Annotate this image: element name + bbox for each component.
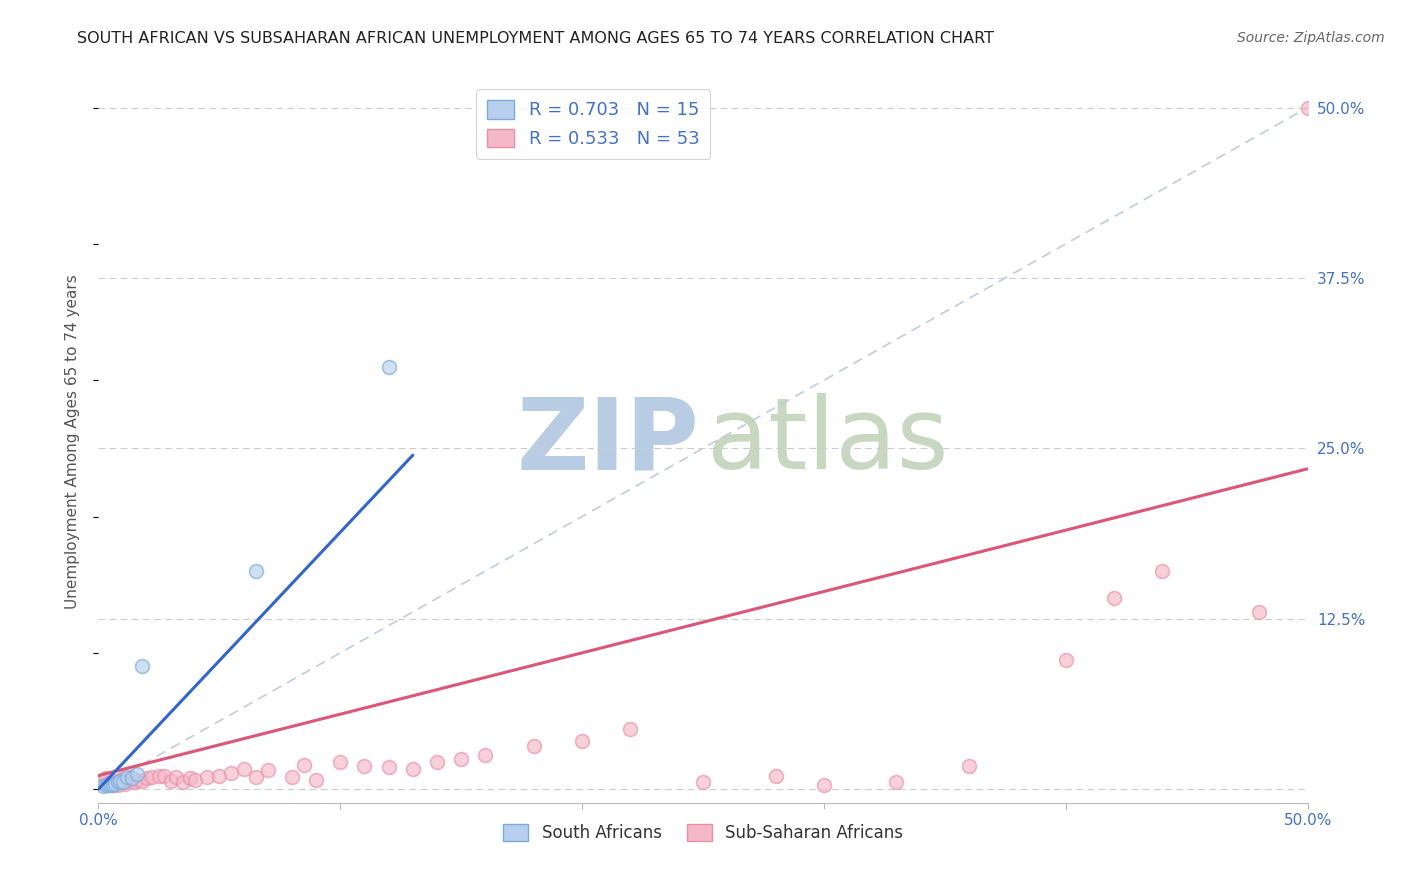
Point [165, 770, 187, 784]
Point [101, 778, 124, 792]
Point [305, 772, 328, 787]
Point [377, 359, 399, 374]
Point [117, 774, 139, 789]
Point [160, 774, 183, 789]
Point [292, 757, 315, 772]
Point [121, 771, 143, 785]
Point [135, 771, 157, 785]
Point [1054, 653, 1077, 667]
Legend: South Africans, Sub-Saharan Africans: South Africans, Sub-Saharan Africans [496, 817, 910, 848]
Point [208, 768, 231, 782]
Point [94, 778, 117, 792]
Point [101, 777, 124, 791]
Text: ZIP: ZIP [516, 393, 699, 490]
Point [245, 564, 267, 578]
Point [619, 722, 641, 736]
Text: SOUTH AFRICAN VS SUBSAHARAN AFRICAN UNEMPLOYMENT AMONG AGES 65 TO 74 YEARS CORRE: SOUTH AFRICAN VS SUBSAHARAN AFRICAN UNEM… [77, 31, 994, 46]
Text: Source: ZipAtlas.com: Source: ZipAtlas.com [1237, 31, 1385, 45]
Text: atlas: atlas [707, 393, 948, 490]
Point [118, 770, 141, 784]
Point [117, 770, 139, 784]
Point [957, 759, 980, 773]
Point [886, 775, 908, 789]
Point [94, 771, 117, 785]
Point [184, 772, 207, 787]
Point [353, 759, 375, 773]
Point [221, 765, 243, 780]
Point [100, 775, 122, 789]
Point [97, 777, 120, 791]
Point [152, 768, 174, 782]
Point [1152, 564, 1174, 578]
Point [127, 767, 149, 781]
Point [131, 659, 153, 673]
Point [91, 775, 114, 789]
Point [104, 774, 127, 789]
Point [91, 780, 114, 794]
Point [1296, 101, 1319, 115]
Point [765, 768, 787, 782]
Point [107, 775, 129, 789]
Point [426, 755, 449, 769]
Point [114, 777, 136, 791]
Point [813, 778, 835, 792]
Point [245, 770, 267, 784]
Point [108, 772, 131, 787]
Point [127, 772, 149, 787]
Point [474, 748, 496, 763]
Point [141, 770, 163, 784]
Point [1249, 605, 1271, 619]
Point [172, 775, 194, 789]
Point [450, 752, 472, 766]
Point [97, 778, 120, 792]
Y-axis label: Unemployment Among Ages 65 to 74 years: Unemployment Among Ages 65 to 74 years [65, 274, 80, 609]
Point [104, 777, 127, 791]
Point [124, 775, 146, 789]
Point [377, 760, 399, 774]
Point [108, 774, 131, 789]
Point [100, 778, 122, 792]
Point [256, 763, 278, 777]
Point [111, 771, 134, 785]
Point [131, 774, 153, 789]
Point [402, 762, 425, 776]
Point [1102, 591, 1125, 606]
Point [523, 739, 546, 753]
Point [179, 771, 201, 785]
Point [571, 734, 593, 748]
Point [148, 768, 170, 782]
Point [195, 770, 218, 784]
Point [111, 775, 134, 789]
Point [692, 775, 714, 789]
Point [329, 755, 352, 769]
Point [281, 770, 304, 784]
Point [232, 762, 254, 776]
Point [107, 778, 129, 792]
